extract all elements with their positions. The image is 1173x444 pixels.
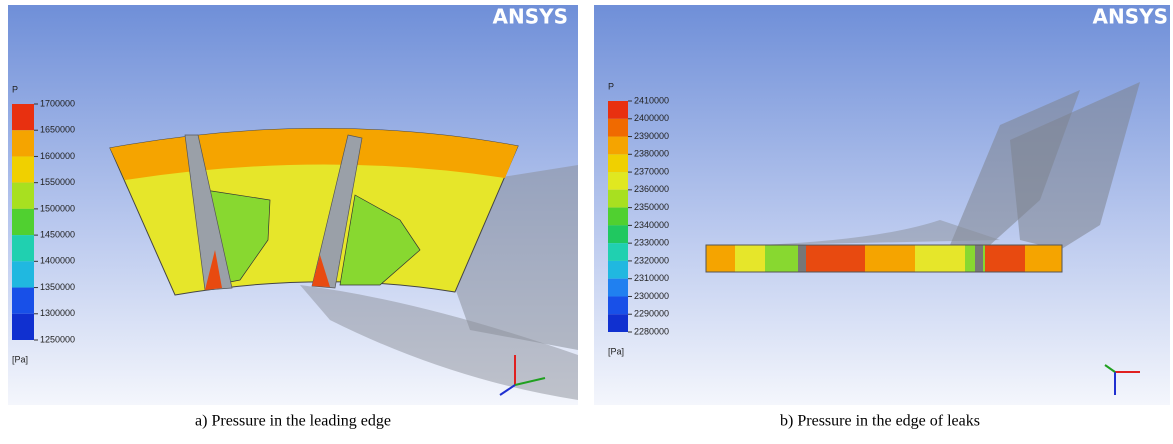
blade: [311, 134, 363, 289]
legend-swatch: [608, 278, 628, 297]
legend-label: 2280000: [634, 326, 669, 336]
legend-swatch: [12, 182, 34, 209]
legend-swatch: [608, 118, 628, 137]
legend-swatch: [12, 130, 34, 157]
legend-label: 2350000: [634, 202, 669, 212]
strip: [705, 244, 1063, 273]
legend-swatch: [608, 225, 628, 244]
legend: P 1700000 1650000 1600000 1550000 1500000 1450…: [12, 84, 75, 364]
legend-swatch: [12, 208, 34, 236]
legend-swatch: [608, 136, 628, 155]
legend-swatch: [12, 313, 34, 340]
legend-label: 2390000: [634, 131, 669, 141]
legend-label: 1650000: [40, 125, 75, 135]
legend-label: 2400000: [634, 113, 669, 123]
legend-swatch: [608, 172, 628, 190]
caption: b) Pressure in the edge of leaks: [780, 413, 980, 430]
legend-label: 2370000: [634, 166, 669, 176]
legend-label: 1350000: [40, 282, 75, 292]
legend-unit: [Pa]: [12, 354, 28, 364]
contour-orange: [110, 128, 518, 180]
legend-label: 1700000: [40, 98, 75, 108]
legend-swatch: [12, 104, 34, 131]
legend-swatch: [12, 261, 34, 288]
contour-red: [312, 255, 330, 287]
legend-title: P: [12, 84, 18, 94]
legend-swatch: [608, 154, 628, 173]
legend-label: 1450000: [40, 229, 75, 239]
legend-swatch: [608, 314, 628, 332]
legend-label: 1500000: [40, 203, 75, 213]
blade: [184, 134, 233, 291]
legend-label: 2290000: [634, 309, 669, 319]
legend-label: 2330000: [634, 238, 669, 248]
legend-label: 2310000: [634, 273, 669, 283]
legend-label: 1550000: [40, 177, 75, 187]
legend-swatch: [608, 243, 628, 261]
blade-shadow: [760, 220, 1000, 245]
legend-title: P: [608, 81, 614, 91]
legend-label: 1250000: [40, 334, 75, 344]
legend: P 2410000 2400000 2390000 2380000 2370000 2360…: [608, 81, 669, 356]
blade-shadow: [950, 90, 1080, 245]
legend-label: 2410000: [634, 95, 669, 105]
contour-green: [339, 194, 421, 286]
legend-swatch: [608, 189, 628, 208]
legend-swatch: [12, 235, 34, 262]
axis-triad: [499, 355, 546, 396]
legend-label: 2300000: [634, 291, 669, 301]
legend-label: 2360000: [634, 184, 669, 194]
legend-swatch: [12, 156, 34, 183]
legend-swatch: [608, 101, 628, 119]
legend-label: 2320000: [634, 255, 669, 265]
axis-triad: [1104, 364, 1140, 395]
blade-shadow: [1010, 82, 1140, 250]
legend-label: 1300000: [40, 308, 75, 318]
blade-shadow: [300, 285, 578, 400]
logo: ANSYS: [492, 5, 568, 29]
legend-label: 2380000: [634, 149, 669, 159]
legend-swatch: [608, 260, 628, 279]
caption: a) Pressure in the leading edge: [195, 413, 391, 430]
legend-swatch: [608, 207, 628, 226]
legend-swatch: [12, 287, 34, 314]
legend-unit: [Pa]: [608, 346, 624, 356]
legend-label: 2340000: [634, 220, 669, 230]
logo: ANSYS: [1092, 5, 1168, 29]
legend-label: 1400000: [40, 256, 75, 266]
legend-label: 1600000: [40, 151, 75, 161]
contour-red: [205, 250, 222, 290]
legend-swatch: [608, 296, 628, 315]
